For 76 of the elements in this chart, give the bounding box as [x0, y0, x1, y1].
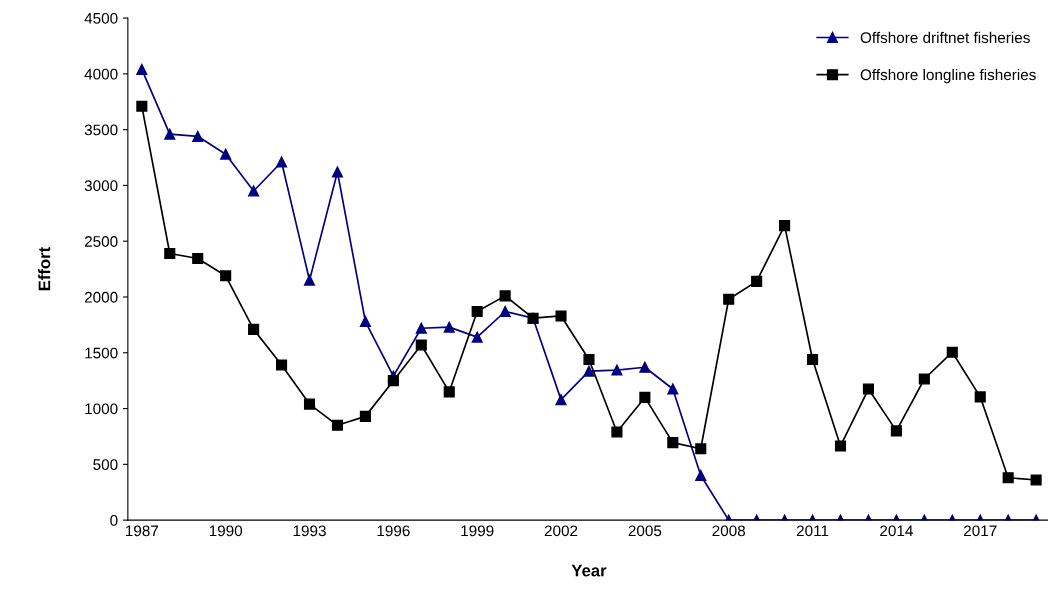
- x-tick-label: 1990: [209, 525, 243, 537]
- point: [555, 310, 567, 322]
- point: [387, 375, 399, 387]
- x-tick-label: 2011: [796, 525, 829, 537]
- x-tick-label: 2014: [880, 525, 913, 537]
- y-axis-title: Effort: [38, 247, 51, 291]
- point: [192, 130, 204, 142]
- y-tick-label: 3000: [84, 180, 118, 192]
- x-tick-label: 1996: [377, 525, 410, 537]
- point: [303, 274, 316, 286]
- point: [471, 331, 483, 343]
- point: [611, 426, 623, 438]
- x-tick-label: 1999: [461, 525, 494, 537]
- point: [806, 353, 819, 366]
- y-tick-label: 1000: [85, 403, 118, 415]
- point: [1002, 472, 1014, 484]
- x-tick-label: 2002: [544, 525, 578, 537]
- point: [443, 386, 455, 398]
- x-axis-title: Year: [571, 564, 607, 577]
- y-tick-label: 1500: [85, 347, 118, 359]
- point: [974, 391, 986, 403]
- point: [667, 383, 679, 395]
- y-tick-label: 500: [93, 459, 118, 471]
- point: [499, 290, 511, 302]
- point: [1030, 474, 1042, 486]
- y-tick-label: 2000: [84, 291, 118, 303]
- point: [639, 391, 651, 403]
- point: [667, 437, 679, 449]
- y-tick-label: 4500: [84, 12, 118, 24]
- point: [164, 128, 176, 140]
- legend-label: Offshore driftnet fisheries: [860, 31, 1030, 44]
- point: [583, 365, 595, 377]
- point: [723, 293, 735, 305]
- point: [471, 305, 483, 318]
- y-tick-label: 0: [110, 515, 118, 526]
- point: [136, 63, 148, 75]
- point: [303, 398, 316, 410]
- point: [946, 346, 958, 358]
- point: [359, 315, 371, 328]
- legend-label: Offshore longline fisheries: [860, 68, 1036, 84]
- point: [611, 364, 623, 376]
- point: [276, 359, 288, 371]
- point: [331, 419, 344, 431]
- point: [834, 440, 847, 452]
- x-tick-label: 2008: [712, 525, 746, 537]
- point: [164, 247, 176, 260]
- point: [583, 353, 595, 366]
- x-tick-label: 2017: [964, 525, 997, 537]
- point: [779, 220, 791, 232]
- point: [359, 410, 371, 422]
- point: [639, 361, 651, 373]
- y-tick-label: 3500: [84, 124, 118, 136]
- y-tick-label: 2500: [84, 236, 118, 247]
- point: [918, 373, 930, 385]
- point: [555, 394, 567, 406]
- point: [331, 166, 344, 178]
- point: [276, 156, 288, 168]
- point: [220, 270, 232, 282]
- x-tick-label: 2005: [628, 525, 662, 537]
- point: [248, 323, 260, 335]
- point: [415, 339, 427, 351]
- y-tick-label: 4000: [84, 68, 118, 80]
- x-tick-label: 1993: [293, 525, 326, 537]
- x-tick-label: 1987: [126, 525, 159, 537]
- point: [415, 322, 427, 334]
- point: [443, 321, 455, 333]
- point: [695, 443, 707, 455]
- point: [890, 425, 902, 437]
- point: [192, 252, 204, 265]
- point: [751, 275, 763, 287]
- point: [862, 383, 874, 395]
- point: [220, 148, 232, 160]
- point: [695, 469, 707, 482]
- point: [499, 305, 511, 318]
- point: [248, 185, 260, 197]
- point: [136, 100, 148, 112]
